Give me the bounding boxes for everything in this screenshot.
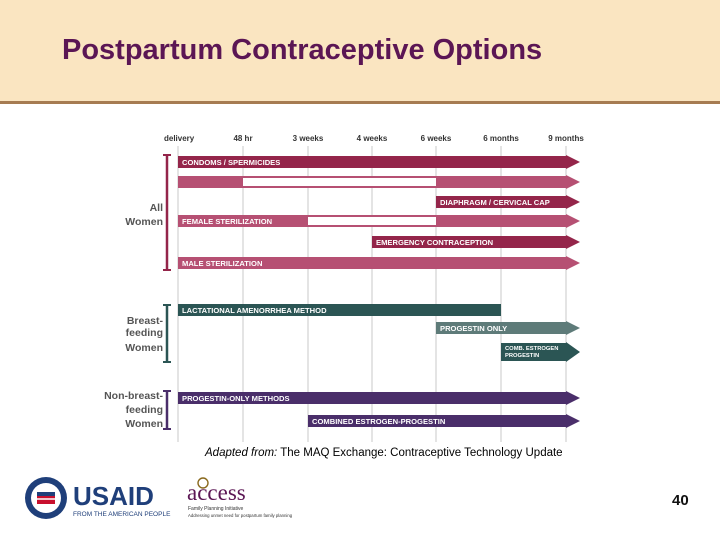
timeline-label-0: delivery [164,134,195,143]
usaid-wordmark: USAID [73,481,154,511]
method-bar-shape-0 [178,155,580,169]
group-labels: All Women Breast-feeding Women Non-breast-fe… [104,154,171,430]
access-logo-icon [197,477,209,489]
timeline-label-5: 6 months [483,134,519,143]
method-bar-9: PROGESTIN-ONLY METHODS [178,391,580,405]
header-divider [0,101,720,104]
group-label-1-2: Women [125,342,163,354]
group-label-0-0: All [150,202,164,214]
access-logo: access Family Planning Initiative Addres… [187,477,293,518]
method-bar-label-10: COMBINED ESTROGEN-PROGESTIN [312,417,445,426]
method-bar-shape-2 [436,195,580,209]
timeline-label-3: 4 weeks [357,134,388,143]
usaid-tagline: FROM THE AMERICAN PEOPLE [73,511,171,518]
timeline-label-1: 48 hr [233,134,252,143]
group-label-1-0: Breast- [127,315,164,327]
caption-prefix: Adapted from: [205,447,278,459]
method-bar-label-3: FEMALE STERILIZATION [182,217,272,226]
method-bar-4: EMERGENCY CONTRACEPTION [372,235,580,249]
timeline-label-4: 6 weeks [421,134,452,143]
method-bars: CONDOMS / SPERMICIDES IUD DIAPHRAGM / CERV… [178,155,580,428]
method-bar-label-8-0: COMB. ESTROGEN [505,346,558,352]
access-wordmark: access [187,480,246,505]
method-bar-shape-6 [178,304,501,316]
method-bar-shape-9 [178,391,580,405]
method-bar-label-0: CONDOMS / SPERMICIDES [182,158,280,167]
page-number: 40 [672,492,689,509]
method-bar-shape-4 [372,235,580,249]
access-tagline-1: Family Planning Initiative [188,506,244,512]
method-bar-shape-7 [436,321,580,335]
method-bar-label-7: PROGESTIN ONLY [440,324,507,333]
group-label-1-1: feeding [126,327,163,339]
method-bar-1: IUD [178,175,580,189]
method-bar-label-5: MALE STERILIZATION [182,259,262,268]
method-bar-2: DIAPHRAGM / CERVICAL CAP [436,195,580,209]
caption-source: The MAQ Exchange: Contraceptive Technolo… [280,447,563,459]
page-title: Postpartum Contraceptive Options [62,34,543,66]
method-bar-0: CONDOMS / SPERMICIDES [178,155,580,169]
method-bar-shape-10 [308,414,580,428]
timeline-label-2: 3 weeks [293,134,324,143]
method-bar-10: COMBINED ESTROGEN-PROGESTIN [308,414,580,428]
method-bar-3: FEMALE STERILIZATION [178,214,580,228]
group-label-0-1: Women [125,216,163,228]
method-bar-shape-5 [178,256,580,270]
method-bar-5: MALE STERILIZATION [178,256,580,270]
group-label-2-0: Non-breast- [104,390,163,402]
header-band [0,0,720,101]
method-bar-gap-3 [308,217,436,225]
method-bar-label-2: DIAPHRAGM / CERVICAL CAP [440,198,550,207]
access-tagline-2: Addressing unmet need for postpartum fam… [188,513,293,518]
timeline-label-6: 9 months [548,134,584,143]
method-bar-label-9: PROGESTIN-ONLY METHODS [182,394,290,403]
usaid-logo: USAID FROM THE AMERICAN PEOPLE [25,477,171,519]
method-bar-shape-8 [501,342,580,362]
group-label-2-2: Women [125,418,163,430]
method-bar-label-1: IUD [380,178,394,187]
source-caption: Adapted from: The MAQ Exchange: Contrace… [205,447,563,459]
group-label-2-1: feeding [126,404,163,416]
method-bar-label-4: EMERGENCY CONTRACEPTION [376,238,493,247]
method-bar-gap-1 [243,178,436,186]
method-bar-7: PROGESTIN ONLY [436,321,580,335]
method-bar-6: LACTATIONAL AMENORRHEA METHOD [178,304,501,316]
method-bar-label-8-1: PROGESTIN [505,353,539,359]
method-bar-label-6: LACTATIONAL AMENORRHEA METHOD [182,306,327,315]
